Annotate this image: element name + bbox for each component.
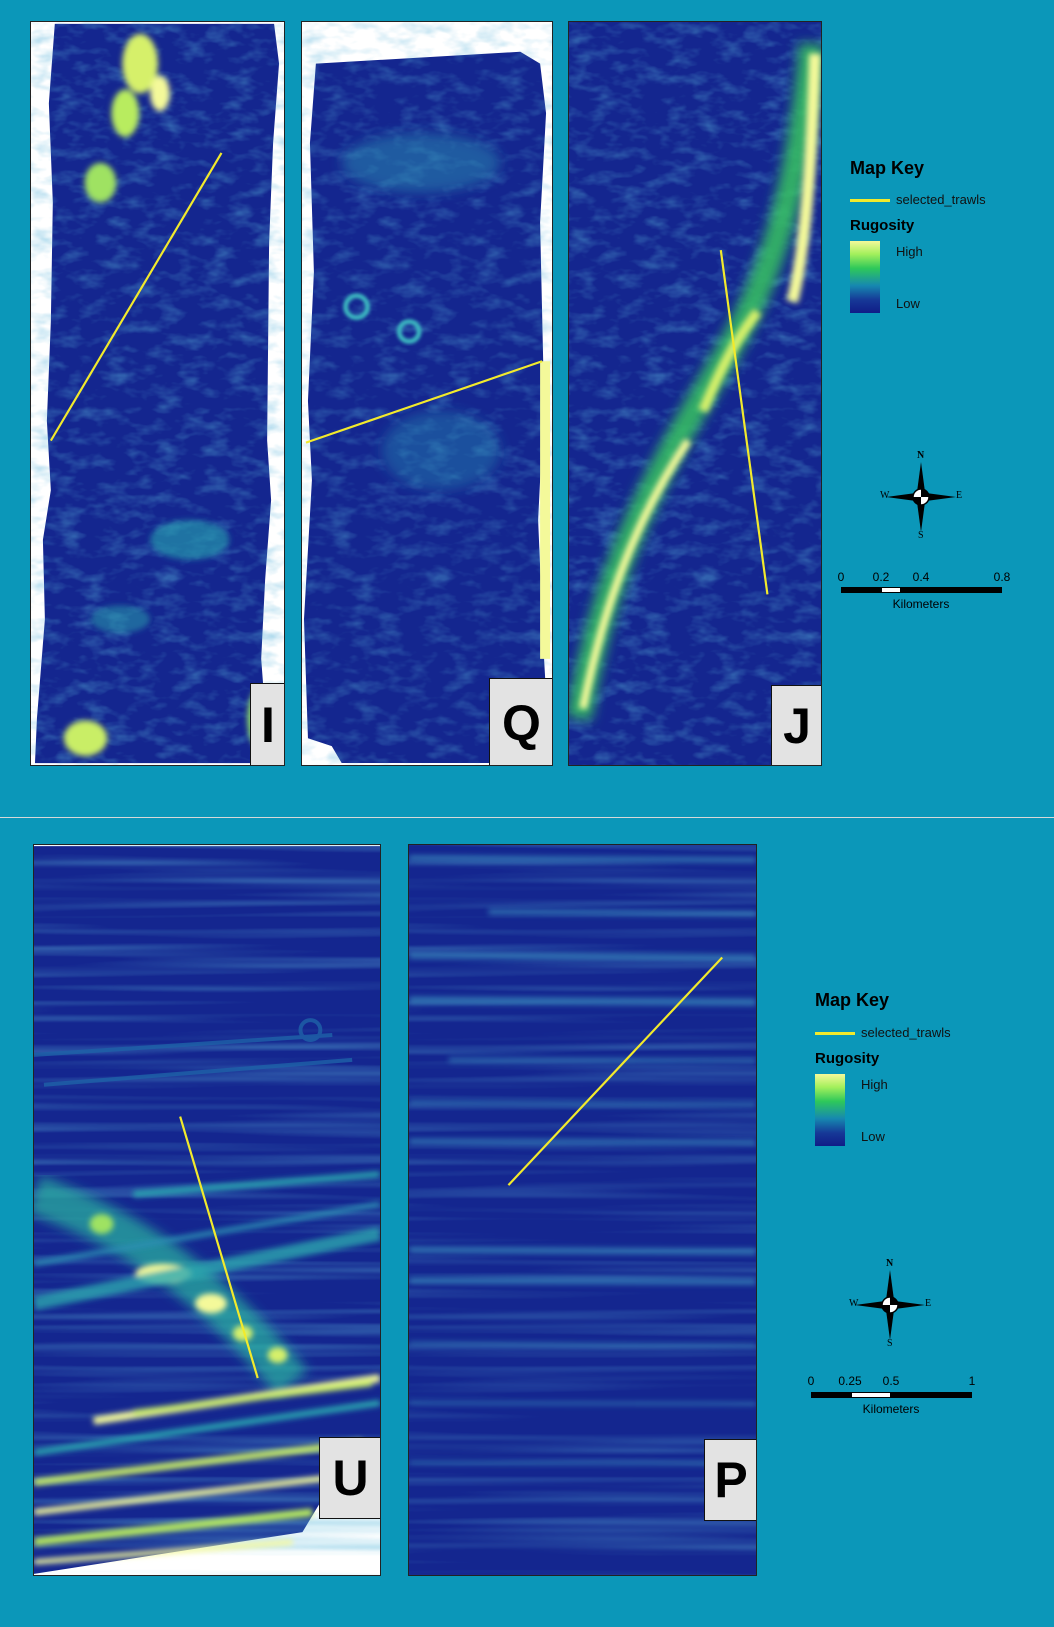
compass-s: S bbox=[918, 530, 924, 541]
compass-n: N bbox=[917, 450, 925, 461]
trawl-line-label: selected_trawls bbox=[896, 192, 986, 207]
compass-rose-icon bbox=[855, 1270, 925, 1340]
scale-tick-0: 0 bbox=[837, 570, 845, 584]
trawl-line-j bbox=[719, 249, 769, 595]
trawl-line-p bbox=[507, 956, 723, 1186]
map-panel-j: J bbox=[568, 21, 822, 766]
scale-bar-top: 0 0.2 0.4 0.8 Kilometers bbox=[838, 570, 1018, 620]
rugosity-low-label: Low bbox=[861, 1129, 885, 1144]
rugosity-raster-j bbox=[569, 23, 821, 764]
rugosity-high-label: High bbox=[861, 1077, 888, 1092]
trawl-line-q bbox=[305, 360, 543, 444]
north-arrow-top: N S W E bbox=[876, 450, 966, 542]
map-panel-p: P bbox=[408, 844, 757, 1576]
panel-label-q: Q bbox=[489, 678, 552, 765]
map-key-title: Map Key bbox=[815, 990, 890, 1010]
rugosity-ramp bbox=[815, 1074, 845, 1146]
scale-unit: Kilometers bbox=[892, 597, 950, 611]
rugosity-title: Rugosity bbox=[850, 217, 915, 234]
trawl-line-swatch bbox=[815, 1032, 855, 1035]
scale-tick-1: 0.2 bbox=[872, 570, 890, 584]
compass-e: E bbox=[925, 1298, 932, 1309]
panel-label-j: J bbox=[771, 685, 821, 765]
scale-tick-1: 0.25 bbox=[838, 1374, 862, 1388]
panel-label-u: U bbox=[319, 1437, 380, 1519]
scale-seg-2 bbox=[851, 1392, 891, 1398]
rugosity-ramp bbox=[850, 241, 880, 313]
scale-seg-3 bbox=[891, 1392, 972, 1398]
compass-n: N bbox=[886, 1258, 894, 1269]
rugosity-raster-q bbox=[302, 23, 552, 764]
scale-seg-4 bbox=[921, 587, 1002, 593]
trawl-line-swatch bbox=[850, 199, 890, 202]
map-key-top: Map Key selected_trawls Rugosity High Lo… bbox=[848, 158, 1048, 328]
trawl-line-label: selected_trawls bbox=[861, 1025, 951, 1040]
trawl-line-i bbox=[49, 152, 223, 442]
scale-seg-1 bbox=[841, 587, 881, 593]
compass-w: W bbox=[880, 490, 890, 501]
map-panel-u: U bbox=[33, 844, 381, 1576]
scale-bar-bottom: 0 0.25 0.5 1 Kilometers bbox=[808, 1374, 988, 1424]
rugosity-raster-p bbox=[409, 846, 756, 1574]
scale-tick-3: 0.8 bbox=[993, 570, 1011, 584]
rugosity-title: Rugosity bbox=[815, 1050, 880, 1067]
compass-w: W bbox=[849, 1298, 859, 1309]
scale-unit: Kilometers bbox=[862, 1402, 920, 1416]
compass-rose-icon bbox=[886, 462, 956, 532]
scale-tick-3: 1 bbox=[968, 1374, 976, 1388]
scale-seg-2 bbox=[881, 587, 901, 593]
section-divider bbox=[0, 817, 1054, 818]
map-key-bottom: Map Key selected_trawls Rugosity High Lo… bbox=[813, 990, 1013, 1160]
scale-tick-0: 0 bbox=[807, 1374, 815, 1388]
compass-e: E bbox=[956, 490, 963, 501]
panel-label-p: P bbox=[704, 1439, 756, 1521]
rugosity-high-label: High bbox=[896, 244, 923, 259]
map-panel-q: Q bbox=[301, 21, 553, 766]
rugosity-raster-i bbox=[31, 23, 284, 764]
scale-seg-1 bbox=[811, 1392, 851, 1398]
scale-seg-3 bbox=[901, 587, 921, 593]
scale-tick-2: 0.5 bbox=[882, 1374, 900, 1388]
map-panel-i: I bbox=[30, 21, 285, 766]
rugosity-low-label: Low bbox=[896, 296, 920, 311]
panel-label-i: I bbox=[250, 683, 284, 765]
north-arrow-bottom: N S W E bbox=[845, 1258, 935, 1350]
trawl-line-u bbox=[179, 1116, 259, 1379]
scale-tick-2: 0.4 bbox=[912, 570, 930, 584]
map-key-title: Map Key bbox=[850, 158, 925, 178]
compass-s: S bbox=[887, 1338, 893, 1349]
